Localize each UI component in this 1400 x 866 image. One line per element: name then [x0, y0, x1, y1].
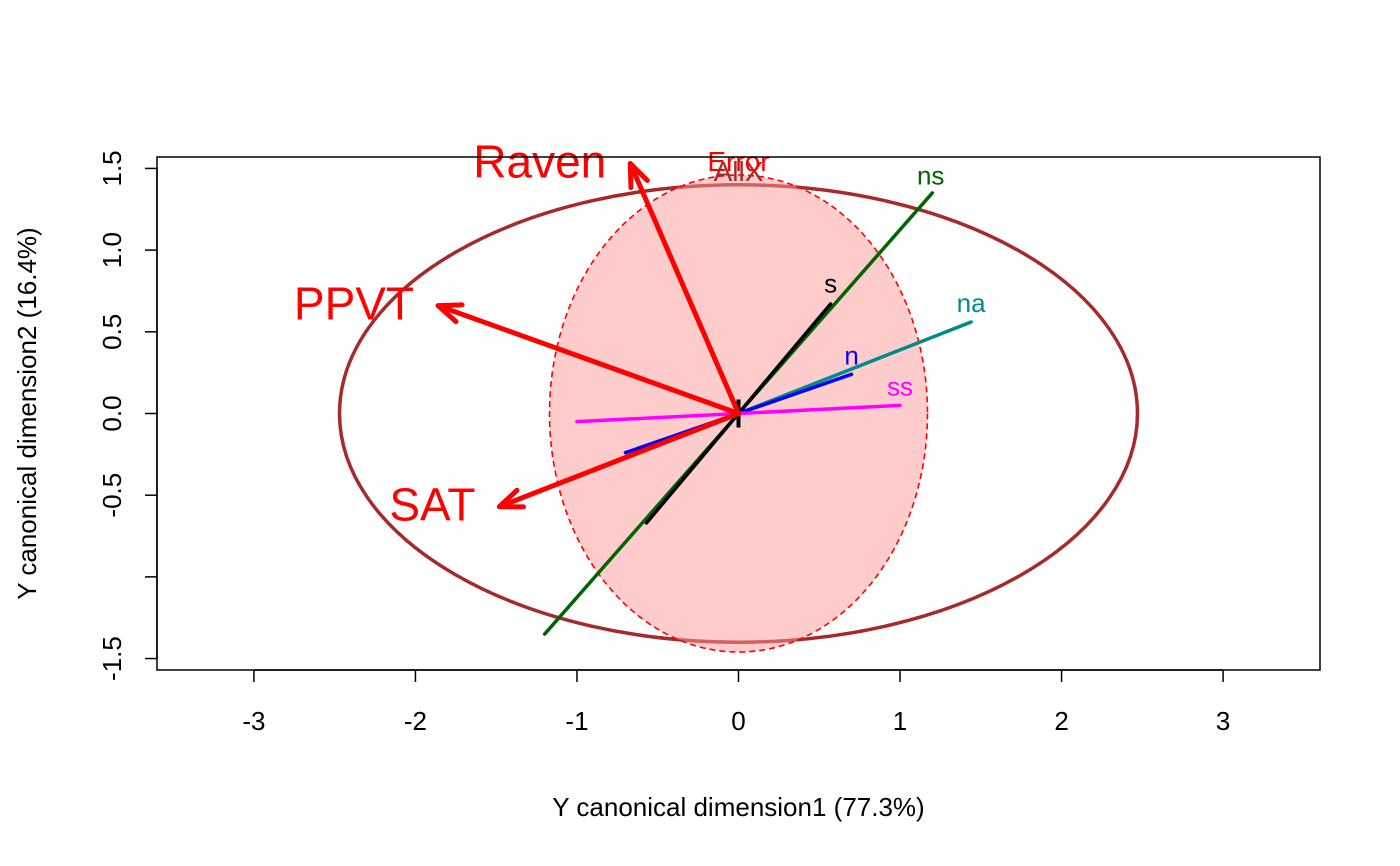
x-tick-label: -3: [242, 706, 265, 736]
s-term-label: s: [824, 268, 837, 298]
error-ellipse-label: Error: [707, 146, 769, 177]
sat-vector-label: SAT: [389, 479, 475, 531]
x-tick-label: -1: [565, 706, 588, 736]
y-tick-label: -1.5: [97, 636, 127, 681]
x-tick-label: -2: [404, 706, 427, 736]
sat-vector: [496, 411, 741, 510]
y-tick-label: 1.5: [97, 150, 127, 186]
ppvt-vector: [435, 303, 741, 416]
ppvt-arrowhead: [435, 302, 465, 325]
x-tick-label: 2: [1054, 706, 1068, 736]
x-axis-title: Y canonical dimension1 (77.3%): [552, 792, 924, 822]
raven-vector-label: Raven: [473, 136, 606, 188]
sat-arrowhead: [496, 487, 526, 510]
raven-arrowhead: [627, 161, 650, 191]
allx-ellipse-label: AllX: [714, 156, 764, 187]
ns-term-label: ns: [917, 161, 944, 191]
x-tick-label: 0: [731, 706, 745, 736]
na-term-label: na: [957, 288, 986, 318]
x-tick-label: 1: [893, 706, 907, 736]
raven-vector: [627, 161, 741, 416]
y-tick-label: 0.5: [97, 314, 127, 350]
n-term-label: n: [844, 340, 858, 370]
y-tick-label: 0.0: [97, 395, 127, 431]
axes-layer: -3 -2 -1 0 1 2 3 -1.5 -0.5 0.0 0.5 1.0 1.5: [97, 150, 1230, 736]
y-tick-label: 1.0: [97, 232, 127, 268]
ppvt-vector-label: PPVT: [294, 278, 414, 330]
x-tick-label: 3: [1216, 706, 1230, 736]
ss-term-label: ss: [887, 371, 913, 401]
y-axis-title: Y canonical dimension2 (16.4%): [12, 227, 42, 599]
y-tick-label: -0.5: [97, 473, 127, 518]
response-vectors-layer: [435, 161, 741, 510]
